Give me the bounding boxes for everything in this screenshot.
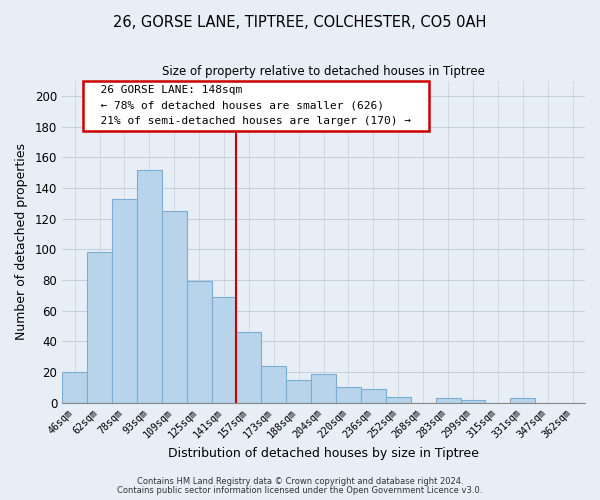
Bar <box>212 297 236 403</box>
Bar <box>112 198 137 402</box>
Bar <box>286 380 311 402</box>
Bar <box>461 400 485 402</box>
Text: 26, GORSE LANE, TIPTREE, COLCHESTER, CO5 0AH: 26, GORSE LANE, TIPTREE, COLCHESTER, CO5… <box>113 15 487 30</box>
Bar <box>511 398 535 402</box>
Text: Contains HM Land Registry data © Crown copyright and database right 2024.: Contains HM Land Registry data © Crown c… <box>137 477 463 486</box>
Y-axis label: Number of detached properties: Number of detached properties <box>15 143 28 340</box>
Text: 26 GORSE LANE: 148sqm  
  ← 78% of detached houses are smaller (626)  
  21% of : 26 GORSE LANE: 148sqm ← 78% of detached … <box>87 85 425 126</box>
Bar <box>436 398 461 402</box>
Bar <box>162 211 187 402</box>
Text: Contains public sector information licensed under the Open Government Licence v3: Contains public sector information licen… <box>118 486 482 495</box>
Bar <box>262 366 286 403</box>
Bar <box>386 396 411 402</box>
Bar <box>137 170 162 402</box>
Title: Size of property relative to detached houses in Tiptree: Size of property relative to detached ho… <box>162 65 485 78</box>
Bar <box>361 389 386 402</box>
Bar <box>336 388 361 402</box>
Bar <box>236 332 262 402</box>
Bar <box>311 374 336 402</box>
Bar <box>87 252 112 402</box>
Bar <box>187 282 212 403</box>
X-axis label: Distribution of detached houses by size in Tiptree: Distribution of detached houses by size … <box>168 447 479 460</box>
Bar <box>62 372 87 402</box>
